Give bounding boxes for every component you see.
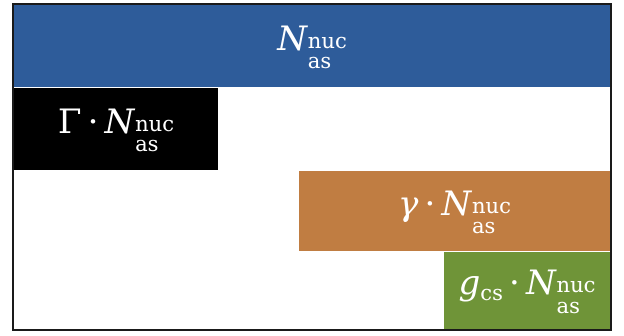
factor-capital-gamma: Γ <box>57 101 82 142</box>
dot-operator: · <box>424 183 436 224</box>
bar-label: γ · N nuc as <box>398 184 511 238</box>
dot-operator: · <box>87 101 99 142</box>
factor-g: g <box>458 263 481 304</box>
symbol-n: N <box>277 18 307 59</box>
bar-gcs-n: g cs · N nuc as <box>444 252 610 329</box>
factor-gamma: γ <box>398 183 419 224</box>
bar-n-as-nuc: N nuc as <box>14 5 610 87</box>
bar-capital-gamma-n: Γ · N nuc as <box>14 88 218 170</box>
sup-sub-stack: nuc as <box>135 110 175 156</box>
bar-label: g cs · N nuc as <box>459 263 596 317</box>
bar-gamma-n: γ · N nuc as <box>299 171 610 251</box>
sup-sub-stack: nuc as <box>307 27 347 73</box>
symbol-n: N <box>104 101 135 142</box>
subscript-cs: cs <box>480 280 503 306</box>
bar-label: Γ · N nuc as <box>58 102 174 156</box>
subscript-as: as <box>135 130 159 156</box>
superscript-nuc: nuc <box>556 272 596 298</box>
subscript-as: as <box>471 212 496 238</box>
subscript-as: as <box>307 47 332 73</box>
superscript-nuc: nuc <box>471 192 511 218</box>
subscript-as: as <box>556 292 580 318</box>
symbol-n: N <box>441 183 472 224</box>
superscript-nuc: nuc <box>135 110 175 136</box>
sup-sub-stack: nuc as <box>471 192 511 238</box>
diagram-frame: N nuc as Γ · N nuc as γ · N nuc as <box>12 3 612 331</box>
symbol-n: N <box>525 263 556 304</box>
sup-sub-stack: nuc as <box>556 272 596 318</box>
bar-label: N nuc as <box>277 19 347 73</box>
superscript-nuc: nuc <box>307 27 347 53</box>
dot-operator: · <box>509 263 520 304</box>
